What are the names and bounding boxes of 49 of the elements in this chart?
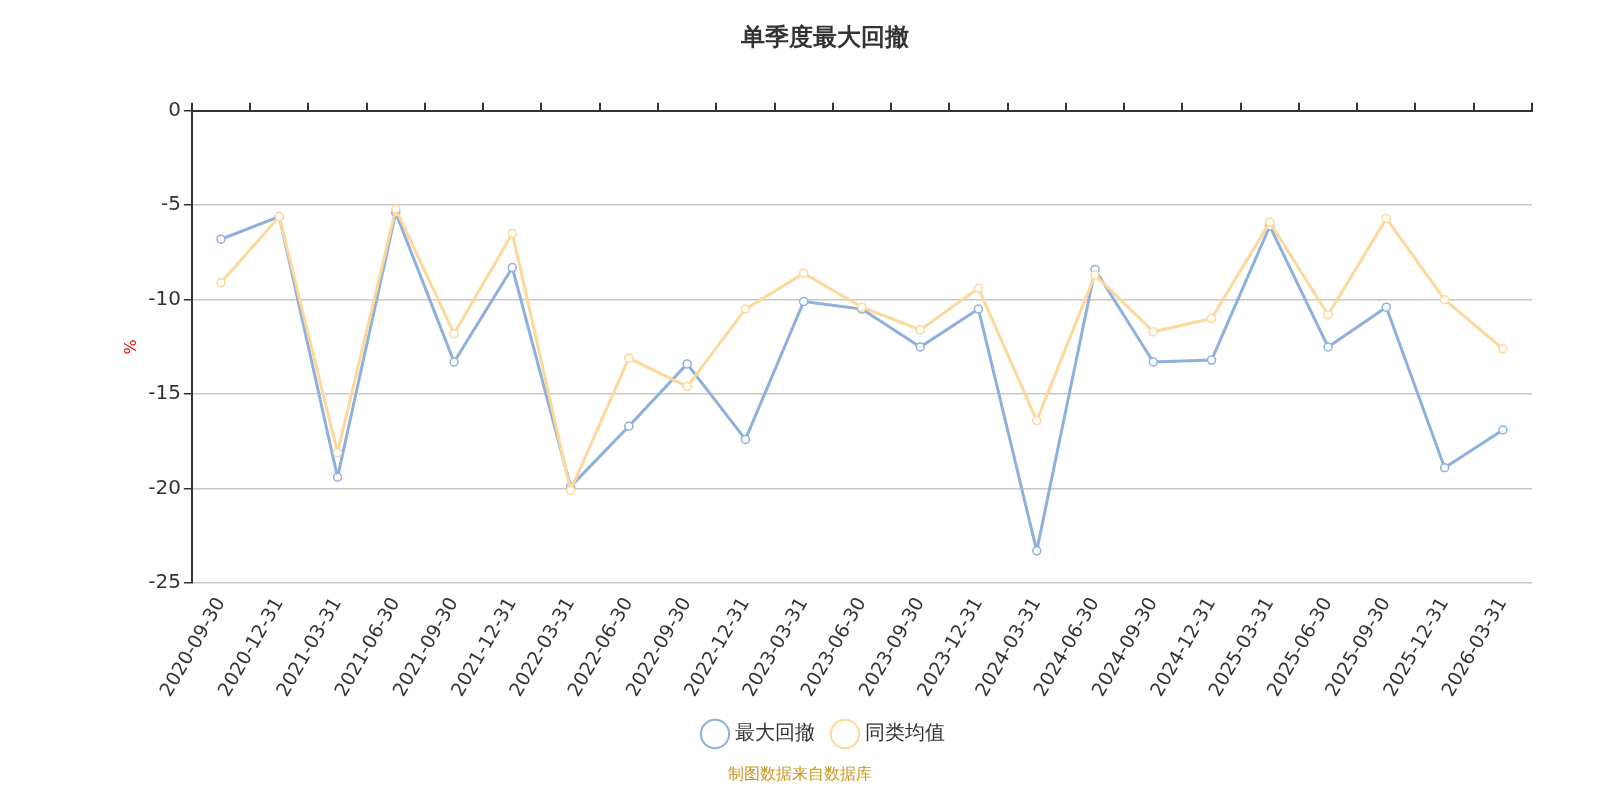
legend-label: 最大回撤 xyxy=(735,720,815,745)
point xyxy=(1148,357,1159,367)
point xyxy=(915,342,925,352)
point xyxy=(507,228,518,239)
point xyxy=(565,485,576,496)
point xyxy=(740,304,751,314)
point xyxy=(682,381,692,392)
y-tick-label: 0 xyxy=(168,97,181,121)
point xyxy=(216,234,226,244)
y-axis-title: % xyxy=(120,339,140,355)
legend-label: 同类均值 xyxy=(865,720,945,745)
text: 制图数据来自数据库 xyxy=(727,764,873,785)
point xyxy=(1439,294,1450,305)
point xyxy=(1498,425,1508,435)
point xyxy=(1323,310,1333,320)
point xyxy=(1031,546,1042,556)
point xyxy=(798,268,809,278)
point xyxy=(449,357,459,367)
point xyxy=(1381,213,1392,224)
y-tick-label: -20 xyxy=(148,474,181,499)
point xyxy=(798,296,809,307)
point xyxy=(332,447,343,458)
point xyxy=(216,277,226,288)
y-tick-label: -5 xyxy=(160,191,181,216)
point xyxy=(1265,217,1275,227)
point xyxy=(682,359,692,369)
chart-title: 单季度最大回撤 xyxy=(740,22,909,51)
point xyxy=(1148,327,1159,337)
point xyxy=(1439,463,1450,473)
point xyxy=(624,353,634,363)
y-tick-label: -10 xyxy=(148,285,181,310)
point xyxy=(1031,415,1042,426)
point xyxy=(507,262,518,273)
point xyxy=(1381,302,1392,312)
point xyxy=(1206,313,1217,324)
point xyxy=(1323,342,1333,352)
point xyxy=(973,283,984,294)
point xyxy=(391,204,401,214)
point xyxy=(740,434,751,445)
point xyxy=(449,328,459,339)
y-tick-label: -25 xyxy=(148,569,181,594)
point xyxy=(973,304,984,314)
point xyxy=(332,472,343,482)
point xyxy=(1498,344,1508,354)
point xyxy=(915,325,925,335)
point xyxy=(1090,270,1100,280)
y-tick-label: -15 xyxy=(148,380,181,405)
point xyxy=(624,421,634,431)
point xyxy=(1206,355,1217,365)
